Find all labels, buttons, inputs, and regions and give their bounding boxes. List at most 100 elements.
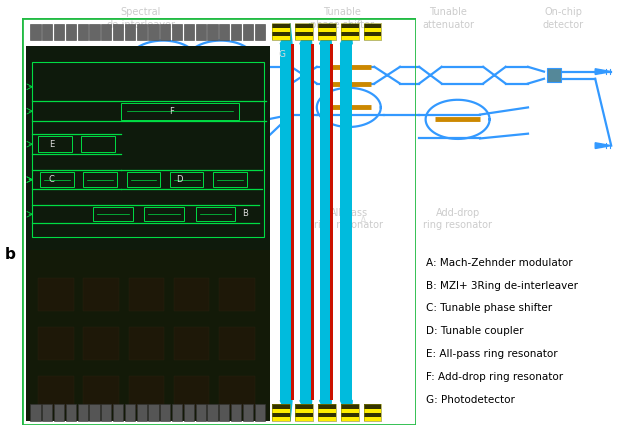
Bar bbox=[66, 405, 76, 421]
Bar bbox=[231, 24, 241, 40]
Polygon shape bbox=[595, 143, 611, 148]
Bar bbox=[83, 278, 119, 311]
Bar bbox=[26, 250, 270, 421]
Bar bbox=[148, 24, 159, 40]
Bar bbox=[364, 404, 381, 421]
Text: E: All-pass ring resonator: E: All-pass ring resonator bbox=[426, 349, 557, 359]
Polygon shape bbox=[300, 24, 312, 44]
Bar bbox=[364, 36, 381, 40]
Bar bbox=[83, 172, 117, 187]
Text: Spectral
de-interleaver: Spectral de-interleaver bbox=[106, 7, 175, 29]
Bar bbox=[318, 409, 336, 413]
Bar bbox=[243, 405, 253, 421]
Bar bbox=[30, 405, 40, 421]
Bar bbox=[318, 404, 336, 421]
Polygon shape bbox=[280, 400, 292, 421]
Bar bbox=[341, 24, 358, 28]
Bar bbox=[219, 405, 229, 421]
Bar bbox=[219, 24, 229, 40]
Polygon shape bbox=[319, 24, 332, 44]
Bar bbox=[255, 24, 265, 40]
Bar bbox=[341, 405, 358, 409]
Text: E: E bbox=[49, 140, 54, 149]
Polygon shape bbox=[340, 24, 352, 44]
Bar bbox=[364, 417, 381, 421]
Bar bbox=[90, 405, 100, 421]
Polygon shape bbox=[319, 400, 332, 421]
Bar bbox=[341, 417, 358, 421]
Bar bbox=[318, 413, 336, 417]
Bar bbox=[364, 23, 381, 40]
Bar bbox=[364, 24, 381, 28]
Bar bbox=[273, 413, 290, 417]
Polygon shape bbox=[29, 145, 45, 151]
Bar bbox=[341, 32, 358, 36]
Bar bbox=[121, 102, 239, 120]
Bar bbox=[341, 36, 358, 40]
Bar bbox=[54, 405, 64, 421]
Polygon shape bbox=[300, 400, 312, 421]
Bar bbox=[207, 405, 218, 421]
Bar bbox=[295, 417, 313, 421]
Bar bbox=[83, 376, 119, 409]
Bar bbox=[243, 24, 253, 40]
Text: B: B bbox=[242, 208, 248, 218]
Text: Tunable
phase shifter: Tunable phase shifter bbox=[310, 7, 374, 29]
Bar bbox=[341, 409, 358, 413]
Bar bbox=[170, 172, 204, 187]
Bar bbox=[160, 24, 170, 40]
Bar bbox=[101, 24, 111, 40]
Bar bbox=[30, 24, 40, 40]
Text: D: Tunable coupler: D: Tunable coupler bbox=[426, 326, 523, 336]
Bar bbox=[81, 137, 115, 152]
Bar bbox=[42, 405, 52, 421]
Bar bbox=[231, 405, 241, 421]
Bar bbox=[295, 413, 313, 417]
Bar bbox=[196, 405, 206, 421]
Bar bbox=[295, 28, 313, 32]
Text: G: Photodetector: G: Photodetector bbox=[426, 395, 515, 405]
Text: Add-drop
ring resonator: Add-drop ring resonator bbox=[423, 208, 492, 230]
Text: C: Tunable phase shifter: C: Tunable phase shifter bbox=[426, 304, 552, 314]
Bar bbox=[174, 327, 209, 360]
Bar bbox=[318, 28, 336, 32]
Bar bbox=[319, 44, 332, 400]
Bar bbox=[318, 23, 336, 40]
Bar bbox=[341, 23, 358, 40]
Text: D: D bbox=[177, 175, 183, 184]
Text: All-pass
ring resonator: All-pass ring resonator bbox=[314, 208, 383, 230]
Bar bbox=[364, 32, 381, 36]
Text: a: a bbox=[5, 7, 15, 22]
Bar bbox=[273, 404, 290, 421]
Bar bbox=[127, 172, 160, 187]
Bar bbox=[196, 207, 235, 221]
Bar bbox=[26, 46, 270, 250]
Bar bbox=[184, 405, 194, 421]
Bar bbox=[38, 327, 74, 360]
Bar bbox=[547, 68, 561, 82]
Bar bbox=[330, 44, 333, 400]
Bar bbox=[219, 327, 255, 360]
Bar bbox=[318, 24, 336, 28]
Text: C: C bbox=[49, 175, 55, 184]
Bar bbox=[172, 24, 182, 40]
Bar bbox=[38, 376, 74, 409]
Bar bbox=[38, 137, 72, 152]
Bar bbox=[40, 172, 74, 187]
Bar bbox=[295, 409, 313, 413]
Bar bbox=[364, 413, 381, 417]
Bar bbox=[207, 24, 218, 40]
Bar bbox=[291, 44, 294, 400]
Bar bbox=[196, 24, 206, 40]
Bar bbox=[295, 36, 313, 40]
Bar bbox=[129, 327, 164, 360]
Bar bbox=[341, 413, 358, 417]
Bar bbox=[341, 28, 358, 32]
Bar bbox=[295, 23, 313, 40]
Bar bbox=[113, 24, 123, 40]
Bar bbox=[341, 404, 358, 421]
Bar bbox=[174, 376, 209, 409]
Bar bbox=[273, 23, 290, 40]
Bar bbox=[125, 405, 135, 421]
Bar bbox=[213, 172, 247, 187]
